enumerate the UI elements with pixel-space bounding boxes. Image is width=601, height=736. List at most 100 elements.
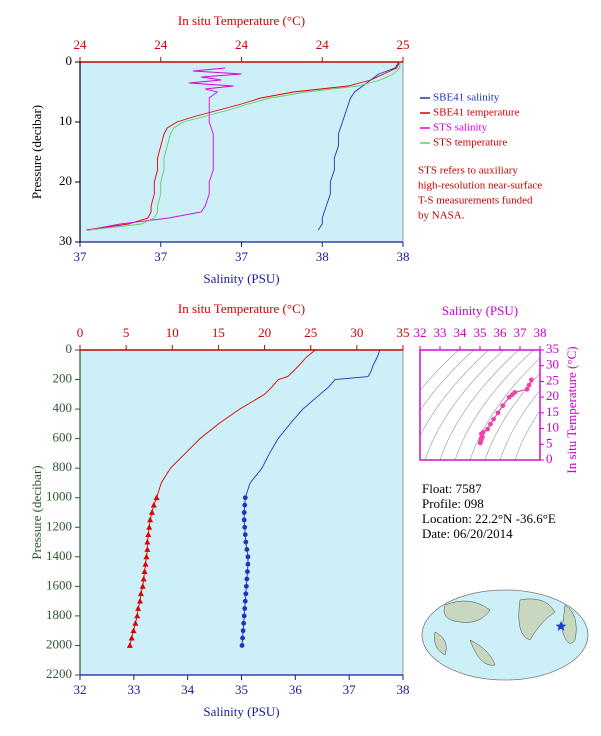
ts-marker <box>488 421 493 427</box>
x-tick-label: 32 <box>414 325 427 340</box>
isopycnals <box>420 350 540 460</box>
profile-marker <box>243 591 249 597</box>
ts-marker <box>495 410 501 416</box>
profile-marker <box>150 501 157 508</box>
ts-marker <box>526 382 532 388</box>
x2-tick-label: 35 <box>397 325 410 340</box>
profile-marker <box>245 561 251 567</box>
profile-line <box>87 67 242 231</box>
y-tick-label: 10 <box>546 420 559 435</box>
profile-marker <box>128 634 135 641</box>
ts-marker <box>500 403 506 409</box>
y-tick-label: 2200 <box>46 666 72 681</box>
profile-marker <box>132 620 139 626</box>
profile-marker <box>135 605 142 611</box>
profile-marker <box>141 568 148 574</box>
ts-marker <box>480 429 486 435</box>
profile-marker <box>242 495 248 501</box>
profile-marker <box>134 612 141 619</box>
profile-marker <box>242 502 248 508</box>
y-tick-label: 600 <box>53 430 73 445</box>
profile-marker <box>242 606 248 611</box>
x-tick-label: 36 <box>494 325 508 340</box>
annotation: STS refers to auxiliary <box>418 165 518 177</box>
ts-marker <box>524 386 530 392</box>
legend-label: SBE41 temperature <box>433 107 520 119</box>
ts-marker <box>529 377 534 383</box>
profile-marker <box>126 642 133 648</box>
profile-line <box>86 61 401 231</box>
profile-marker <box>245 569 250 574</box>
ts-line <box>479 379 532 444</box>
x-tick-label: 37 <box>343 682 357 697</box>
y-tick-label: 10 <box>59 113 72 128</box>
y-tick-label: 5 <box>546 435 553 450</box>
profile-marker <box>242 598 248 604</box>
x2-tick-label: 24 <box>316 37 330 52</box>
profile-marker <box>239 643 245 648</box>
x-tick-label: 35 <box>474 325 487 340</box>
profile-marker <box>244 576 250 582</box>
y-tick-label: 1200 <box>46 518 72 533</box>
x-tick-label: 35 <box>235 682 248 697</box>
x-tick-label: 37 <box>154 249 168 264</box>
y-tick-label: 15 <box>546 404 559 419</box>
y-tick-label: 1400 <box>46 548 72 563</box>
x2-tick-label: 24 <box>235 37 249 52</box>
profile-marker <box>241 613 247 619</box>
y-tick-label: 400 <box>53 400 73 415</box>
legend-label: SBE41 salinity <box>433 92 500 104</box>
profile-marker <box>139 583 146 589</box>
x-tick-label: 37 <box>235 249 249 264</box>
profile-marker <box>130 627 137 634</box>
profile-marker <box>241 517 247 523</box>
profile-marker <box>145 531 152 538</box>
x-axis-title: Salinity (PSU) <box>442 303 518 318</box>
profile-marker <box>146 524 153 530</box>
ts-marker <box>512 390 518 395</box>
y-tick-label: 20 <box>59 173 72 188</box>
y-tick-label: 200 <box>53 371 73 386</box>
float-info: Date: 06/20/2014 <box>422 526 513 541</box>
x2-tick-label: 25 <box>304 325 317 340</box>
x-tick-label: 33 <box>127 682 140 697</box>
y-tick-label: 0 <box>66 341 73 356</box>
profile-marker <box>153 494 160 501</box>
x2-tick-label: 24 <box>74 37 88 52</box>
profile-marker <box>240 628 246 634</box>
profile-marker <box>241 620 247 626</box>
x2-tick-label: 5 <box>123 325 130 340</box>
profile-marker <box>243 583 249 589</box>
x2-tick-label: 25 <box>397 37 410 52</box>
y-tick-label: 30 <box>546 357 559 372</box>
annotation: by NASA. <box>418 210 465 222</box>
x2-axis-title: In situ Temperature (°C) <box>178 13 305 28</box>
annotation: high-resolution near-surface <box>418 180 542 192</box>
x2-tick-label: 0 <box>77 325 84 340</box>
x2-tick-label: 24 <box>154 37 168 52</box>
plot-area <box>79 61 404 243</box>
profile-marker <box>242 524 248 530</box>
profile-marker <box>244 547 250 552</box>
profile-line <box>156 349 316 498</box>
plot-area <box>79 349 404 676</box>
y-tick-label: 800 <box>53 459 73 474</box>
annotation: T-S measurements funded <box>418 195 533 207</box>
y-tick-label: 1600 <box>46 577 72 592</box>
y-tick-label: 0 <box>546 451 553 466</box>
x-tick-label: 38 <box>316 249 329 264</box>
y-axis-title: Pressure (decibar) <box>29 465 44 559</box>
profile-marker <box>142 561 149 567</box>
x-tick-label: 32 <box>74 682 87 697</box>
y-tick-label: 30 <box>59 233 72 248</box>
x2-tick-label: 30 <box>350 325 363 340</box>
profile-marker <box>243 539 249 545</box>
legend-label: STS temperature <box>433 137 507 149</box>
profile-line <box>244 349 381 498</box>
y-tick-label: 25 <box>546 372 559 387</box>
x-tick-label: 38 <box>397 682 410 697</box>
y-axis-title: In situ Temperature (°C) <box>564 346 579 473</box>
ts-marker <box>485 426 490 432</box>
y-tick-label: 0 <box>66 53 73 68</box>
